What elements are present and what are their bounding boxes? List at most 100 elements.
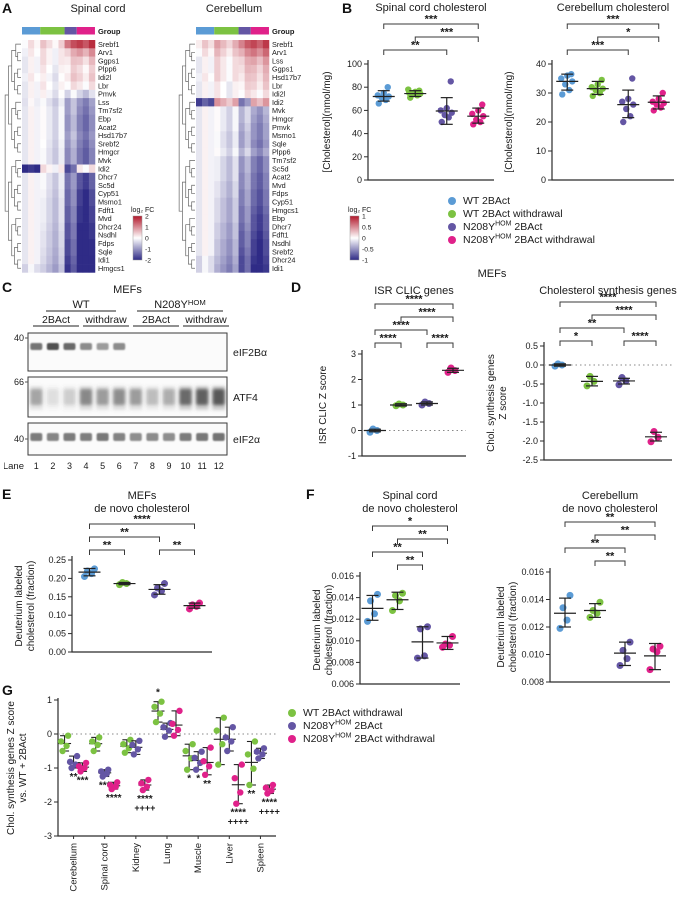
svg-text:Sqle: Sqle xyxy=(272,139,287,148)
svg-text:Srebf1: Srebf1 xyxy=(98,40,120,49)
svg-text:Mvd: Mvd xyxy=(272,181,286,190)
treatment-label: withdraw xyxy=(84,314,127,326)
svg-text:Fdps: Fdps xyxy=(272,189,289,198)
svg-text:-1.0: -1.0 xyxy=(522,398,538,408)
legend-item: N208YHOM 2BAct xyxy=(448,220,595,233)
treatment-label: 2BAct xyxy=(142,314,170,326)
significance-brackets: ******* xyxy=(372,516,448,570)
significance-brackets: ******** ** xyxy=(89,514,195,555)
svg-text:0.25: 0.25 xyxy=(48,555,66,565)
heatmap-cells xyxy=(22,40,96,273)
blot-title: MEFs xyxy=(113,284,142,296)
significance-brackets: *********** **** xyxy=(559,292,657,346)
genotype-wt: WT xyxy=(72,299,89,311)
svg-text:0.016: 0.016 xyxy=(521,567,544,577)
chart-title: MEFs xyxy=(128,490,157,502)
chart-d2: Cholesterol synthesis genes Chol. synthes… xyxy=(486,285,677,465)
western-blot-panel: MEFs WT N208YHOM 2BAct withdraw 2BAct withdraw… xyxy=(3,281,304,491)
svg-text:-2.0: -2.0 xyxy=(522,436,538,446)
svg-text:Plpp6: Plpp6 xyxy=(272,148,291,157)
svg-text:0: 0 xyxy=(47,729,52,739)
svg-text:80: 80 xyxy=(352,82,362,92)
svg-text:1: 1 xyxy=(47,695,52,705)
treatment-label: withdraw xyxy=(184,314,227,326)
svg-text:**: ** xyxy=(248,789,256,800)
svg-text:6: 6 xyxy=(117,461,122,471)
legend-label: N208YHOM 2BAct xyxy=(303,719,383,732)
svg-text:***: *** xyxy=(607,14,621,26)
chart-title: Spinal cord xyxy=(382,490,437,502)
chart-title: de novo cholesterol xyxy=(562,503,657,515)
svg-text:-1: -1 xyxy=(348,451,356,461)
svg-text:Ggps1: Ggps1 xyxy=(272,65,294,74)
legend-label: N208YHOM 2BAct withdrawal xyxy=(463,233,595,246)
svg-text:***: *** xyxy=(425,14,439,26)
axes xyxy=(549,568,670,683)
svg-text:-0.5: -0.5 xyxy=(522,379,538,389)
svg-text:9: 9 xyxy=(166,461,171,471)
svg-text:****: **** xyxy=(262,798,278,809)
svg-text:0.008: 0.008 xyxy=(521,677,544,687)
svg-text:Cyp51: Cyp51 xyxy=(272,197,293,206)
category-label: Kidney xyxy=(131,843,142,872)
legend-groups: WT 2BAct WT 2BAct withdrawal N208YHOM 2BAc… xyxy=(448,194,595,246)
svg-text:Msmo1: Msmo1 xyxy=(98,197,122,206)
chart-spinal-cord-cholesterol: Spinal cord cholesterol [Cholesterol](nmo… xyxy=(318,0,502,201)
svg-text:Srebf1: Srebf1 xyxy=(272,40,294,49)
svg-text:**: ** xyxy=(606,551,615,563)
category-label: Spleen xyxy=(255,843,266,873)
svg-text:Hmgcs1: Hmgcs1 xyxy=(272,206,299,215)
panel-d-header: MEFs xyxy=(477,268,507,280)
chart-title: de novo cholesterol xyxy=(94,503,189,515)
svg-text:Hmgcr: Hmgcr xyxy=(272,114,294,123)
significance-brackets: **************** **** xyxy=(374,294,454,348)
mean-error-bars xyxy=(549,363,667,442)
svg-text:0.10: 0.10 xyxy=(48,610,66,620)
svg-text:Dhcr7: Dhcr7 xyxy=(272,222,291,231)
svg-text:0.15: 0.15 xyxy=(48,592,66,602)
svg-text:0: 0 xyxy=(357,175,362,185)
svg-text:Lss: Lss xyxy=(272,56,284,65)
svg-text:Srebf2: Srebf2 xyxy=(98,139,120,148)
svg-text:0.012: 0.012 xyxy=(331,614,354,624)
genotype-n208y: N208YHOM xyxy=(154,298,206,311)
svg-text:Acat2: Acat2 xyxy=(272,173,291,182)
points xyxy=(551,360,662,446)
svg-text:4: 4 xyxy=(84,461,89,471)
svg-text:Group: Group xyxy=(272,27,295,36)
chart-title: Spinal cord cholesterol xyxy=(375,2,486,14)
chart-title: Cerebellum cholesterol xyxy=(557,2,670,14)
svg-text:***: *** xyxy=(99,781,111,792)
panel-a-label: A xyxy=(2,0,13,16)
mw-marker: 40 xyxy=(14,434,24,444)
svg-text:10: 10 xyxy=(181,461,191,471)
svg-text:Tm7sf2: Tm7sf2 xyxy=(272,156,296,165)
svg-text:Sc5d: Sc5d xyxy=(272,164,289,173)
chart-title: Cholesterol synthesis genes xyxy=(539,285,677,297)
svg-text:1: 1 xyxy=(351,400,356,410)
svg-text:**: ** xyxy=(70,772,78,783)
mean-error-bars xyxy=(361,591,459,659)
svg-text:***: *** xyxy=(440,27,454,39)
svg-text:1: 1 xyxy=(362,214,366,221)
svg-text:Plpp6: Plpp6 xyxy=(98,65,117,74)
heatmap-a1: Spinal cordGroupSrebf1Arv1Ggps1Plpp6Idi2… xyxy=(4,3,154,273)
svg-text:100: 100 xyxy=(347,59,362,69)
svg-text:Arv1: Arv1 xyxy=(272,48,287,57)
y-axis-label: ISR CLIC Z score xyxy=(318,365,329,444)
heatmap-title: Cerebellum xyxy=(206,3,262,15)
svg-text:0.006: 0.006 xyxy=(331,679,354,689)
legend-item: N208YHOM 2BAct withdrawal xyxy=(448,233,595,246)
svg-text:Hsd17b7: Hsd17b7 xyxy=(98,131,127,140)
svg-text:*: * xyxy=(156,688,160,699)
legend-dot-icon xyxy=(448,235,456,244)
svg-text:**: ** xyxy=(173,540,182,552)
svg-text:0.5: 0.5 xyxy=(362,225,372,232)
svg-text:1: 1 xyxy=(34,461,39,471)
svg-text:2: 2 xyxy=(50,461,55,471)
heatmap-spinal-cord: Spinal cord Group Srebf1 Arv1 Ggps1 Plpp6 Idi2… xyxy=(0,0,175,287)
svg-text:Mvk: Mvk xyxy=(272,106,286,115)
svg-text:Fdft1: Fdft1 xyxy=(98,206,115,215)
y-axis-label: Chol. synthesis genes xyxy=(486,354,497,452)
mw-marker: 66 xyxy=(14,377,24,387)
